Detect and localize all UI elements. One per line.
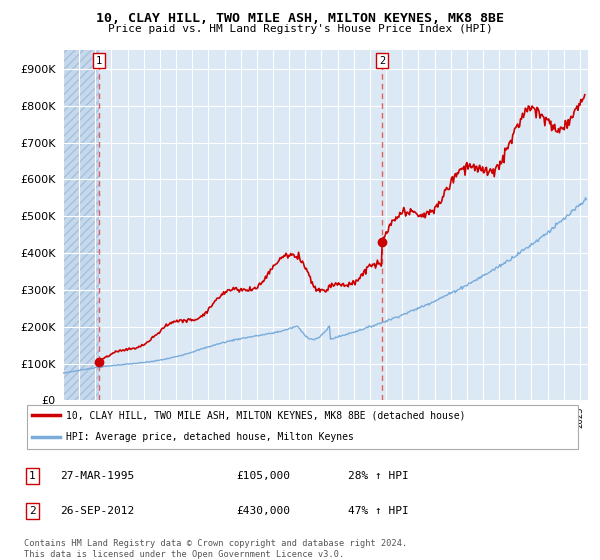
Text: 47% ↑ HPI: 47% ↑ HPI [347, 506, 409, 516]
Text: 28% ↑ HPI: 28% ↑ HPI [347, 472, 409, 481]
Text: 10, CLAY HILL, TWO MILE ASH, MILTON KEYNES, MK8 8BE: 10, CLAY HILL, TWO MILE ASH, MILTON KEYN… [96, 12, 504, 25]
Text: 26-SEP-2012: 26-SEP-2012 [60, 506, 134, 516]
FancyBboxPatch shape [27, 405, 578, 449]
Text: Price paid vs. HM Land Registry's House Price Index (HPI): Price paid vs. HM Land Registry's House … [107, 24, 493, 34]
Text: £105,000: £105,000 [236, 472, 290, 481]
Text: Contains HM Land Registry data © Crown copyright and database right 2024.
This d: Contains HM Land Registry data © Crown c… [24, 539, 407, 559]
Text: 2: 2 [379, 55, 385, 66]
Text: 10, CLAY HILL, TWO MILE ASH, MILTON KEYNES, MK8 8BE (detached house): 10, CLAY HILL, TWO MILE ASH, MILTON KEYN… [66, 410, 466, 420]
Text: 2: 2 [29, 506, 36, 516]
Text: 1: 1 [29, 472, 36, 481]
Text: HPI: Average price, detached house, Milton Keynes: HPI: Average price, detached house, Milt… [66, 432, 354, 442]
Text: 27-MAR-1995: 27-MAR-1995 [60, 472, 134, 481]
Text: £430,000: £430,000 [236, 506, 290, 516]
Text: 1: 1 [96, 55, 102, 66]
Bar [63, 50, 99, 400]
